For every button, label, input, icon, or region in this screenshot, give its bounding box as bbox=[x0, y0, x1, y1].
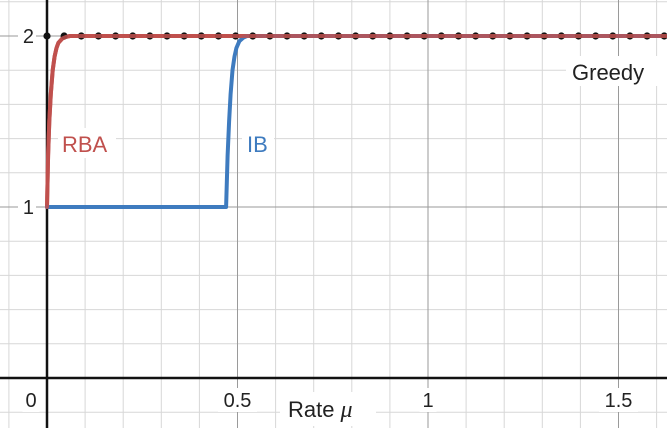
tick-labels: 0 0.5 1 1.5 1 2 bbox=[18, 24, 638, 412]
y-tick-label-bg bbox=[18, 195, 36, 219]
series-layer bbox=[43, 32, 667, 209]
x-axis-label-bg bbox=[280, 392, 376, 426]
series-line-rba-overlay bbox=[45, 34, 667, 209]
x-tick-label: 1.5 bbox=[605, 390, 633, 412]
x-axis-label-symbol: μ bbox=[339, 397, 352, 423]
x-tick-label: 0 bbox=[25, 390, 36, 412]
x-tick-label-bg bbox=[218, 388, 257, 412]
y-tick-label: 1 bbox=[23, 197, 34, 219]
greedy-point bbox=[43, 32, 51, 40]
series-label-greedy: Greedy bbox=[572, 60, 644, 85]
x-tick-label-bg bbox=[22, 388, 40, 412]
series-label-ib: IB bbox=[247, 132, 268, 157]
series-label-rba: RBA bbox=[62, 132, 108, 157]
series-label-rba-bg bbox=[58, 128, 116, 158]
series-label-greedy-bg bbox=[566, 56, 667, 86]
x-axis-label: Rate μ bbox=[288, 397, 353, 423]
x-axis-label-text: Rate bbox=[288, 397, 334, 422]
x-tick-label: 0.5 bbox=[224, 390, 252, 412]
series-label-backgrounds bbox=[58, 56, 667, 158]
x-tick-label-bg bbox=[599, 388, 638, 412]
series-label-ib-bg bbox=[242, 128, 274, 158]
x-tick-label: 1 bbox=[422, 390, 433, 412]
y-tick-label: 2 bbox=[23, 26, 34, 48]
y-tick-label-bg bbox=[18, 24, 36, 48]
x-tick-label-bg bbox=[419, 388, 437, 412]
